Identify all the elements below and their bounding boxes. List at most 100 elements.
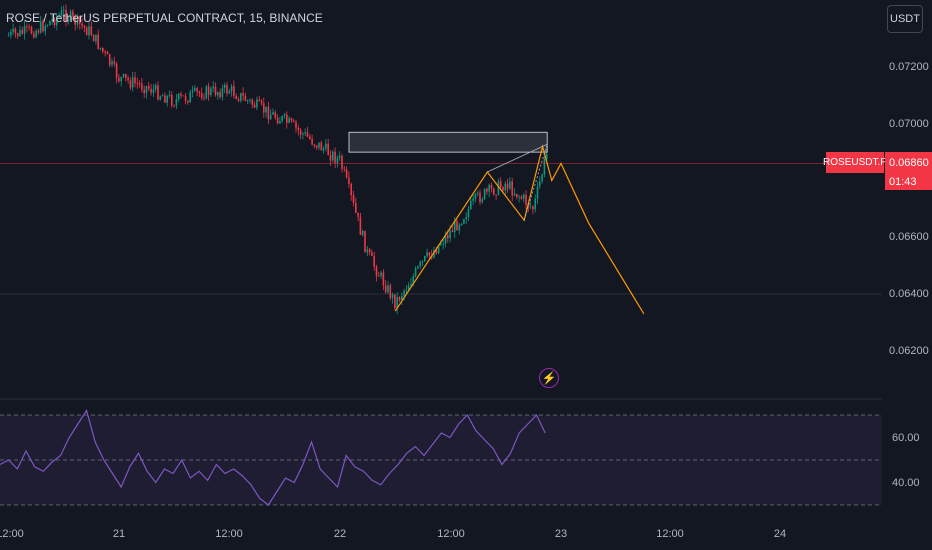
candle-body	[338, 155, 341, 158]
candle-body	[65, 9, 67, 22]
rsi-line	[0, 409, 546, 506]
candle-body	[14, 28, 17, 34]
lightning-bolt-icon[interactable]: ⚡	[539, 368, 559, 388]
candle-body	[35, 30, 37, 38]
candle-body	[235, 95, 237, 99]
candle-body	[286, 114, 288, 123]
candle-body	[299, 130, 302, 135]
candle-body	[352, 195, 355, 203]
candle-body	[529, 206, 532, 208]
candle-body	[532, 206, 534, 210]
candle-body	[329, 154, 332, 161]
candle-body	[437, 244, 440, 254]
candle-body	[502, 187, 504, 191]
candle-body	[292, 120, 295, 122]
candle-body	[463, 219, 465, 224]
symbol-title: ROSE / TetherUS PERPETUAL CONTRACT, 15, …	[6, 11, 323, 25]
candle-body	[497, 181, 500, 195]
candle-body	[267, 106, 270, 120]
candle-body	[16, 33, 19, 37]
candle-body	[412, 276, 415, 284]
pattern-guide-line	[487, 143, 548, 173]
candle-body	[474, 193, 477, 199]
candle-body	[398, 297, 401, 301]
candle-body	[513, 193, 516, 196]
candle-body	[60, 10, 63, 16]
candle-body	[39, 21, 42, 33]
candle-body	[520, 196, 523, 199]
currency-button[interactable]: USDT	[887, 5, 923, 33]
candle-body	[62, 9, 65, 11]
candle-body	[51, 18, 53, 21]
candle-body	[341, 155, 343, 169]
candle-body	[449, 230, 451, 239]
candle-body	[272, 112, 274, 115]
candle-body	[233, 85, 235, 96]
candle-body	[253, 104, 256, 108]
candle-body	[191, 90, 194, 93]
bar-countdown: 01:43	[885, 173, 932, 190]
candle-body	[311, 138, 313, 145]
candle-body	[161, 95, 164, 97]
time-axis-label: 12:00	[0, 528, 24, 540]
candle-body	[407, 285, 410, 290]
candle-body	[260, 100, 263, 104]
candle-body	[58, 15, 60, 18]
candle-body	[145, 85, 148, 93]
candle-body	[159, 96, 162, 100]
candle-body	[421, 261, 424, 262]
candle-body	[359, 216, 362, 235]
candle-body	[256, 99, 258, 108]
candle-body	[320, 142, 323, 151]
candle-body	[223, 84, 226, 89]
candle-body	[106, 51, 109, 55]
time-axis-label: 23	[554, 528, 568, 540]
candle-body	[69, 11, 72, 20]
candle-body	[465, 217, 467, 220]
candle-body	[102, 47, 104, 52]
candle-body	[424, 256, 426, 262]
candle-body	[288, 118, 290, 123]
candle-body	[516, 193, 518, 198]
candle-body	[7, 35, 10, 37]
candle-body	[541, 174, 543, 182]
candle-body	[435, 250, 438, 254]
candle-body	[184, 95, 187, 101]
candle-body	[205, 86, 208, 99]
candle-body	[419, 261, 421, 267]
candle-body	[23, 26, 26, 34]
candle-body	[451, 230, 454, 233]
candle-body	[240, 93, 242, 101]
candle-body	[249, 99, 251, 101]
candle-body	[534, 198, 536, 210]
candle-body	[134, 77, 136, 84]
candle-body	[322, 148, 325, 151]
candle-body	[447, 235, 449, 239]
time-axis-label: 24	[773, 528, 787, 540]
candle-body	[46, 25, 49, 26]
price-axis-label: 0.06200	[889, 345, 929, 357]
candle-body	[490, 184, 493, 189]
candle-body	[274, 112, 277, 118]
candle-body	[309, 136, 311, 139]
candle-body	[467, 208, 470, 218]
candle-body	[168, 94, 171, 96]
drawing-overlays	[0, 131, 826, 315]
candle-body	[269, 114, 272, 120]
candle-body	[214, 86, 217, 96]
candle-body	[396, 297, 398, 309]
candle-body	[49, 20, 51, 26]
candle-body	[384, 285, 387, 293]
candle-body	[120, 77, 122, 82]
candle-body	[276, 117, 279, 124]
candle-body	[99, 47, 102, 49]
candle-body	[486, 188, 488, 192]
candle-body	[200, 93, 203, 99]
candle-body	[21, 29, 24, 34]
candle-body	[30, 27, 33, 34]
candle-body	[456, 220, 458, 231]
candle-body	[334, 151, 336, 163]
candle-body	[154, 85, 157, 90]
